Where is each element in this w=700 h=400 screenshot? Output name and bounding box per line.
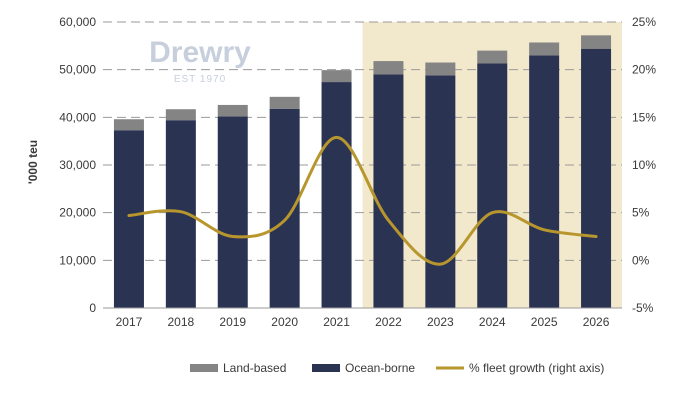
x-tick-label: 2021 (323, 315, 350, 329)
bar-land-based-2026 (581, 35, 612, 49)
y2-tick-label: 25% (632, 15, 656, 29)
x-tick-label: 2020 (271, 315, 298, 329)
drewry-logo-watermark: Drewry EST 1970 (149, 36, 251, 85)
bar-ocean-borne-2023 (425, 75, 456, 309)
x-tick-label: 2023 (427, 315, 454, 329)
y2-tick-label: 15% (632, 110, 656, 124)
axes: 0 -5% 10,000 0% 20,000 5% 30,000 10% 40,000 15% 50… (59, 15, 656, 329)
bar-ocean-borne-2021 (321, 82, 352, 308)
y-tick-label: 50,000 (59, 63, 96, 77)
bar-land-based-2024 (477, 50, 508, 64)
bar-land-based-2019 (217, 104, 248, 117)
y-axis-title: '000 teu (26, 140, 40, 184)
logo-word: Drewry (149, 36, 251, 69)
x-tick-label: 2017 (116, 315, 143, 329)
y2-tick-label: 5% (632, 206, 650, 220)
bar-ocean-borne-2019 (217, 116, 248, 308)
x-tick-label: 2024 (479, 315, 506, 329)
growth-line (127, 135, 598, 266)
y-tick-label: 20,000 (59, 206, 96, 220)
y-tick-label: 0 (89, 301, 96, 315)
bar-ocean-borne-2020 (269, 108, 300, 309)
fleet-growth-line (127, 135, 598, 266)
bar-ocean-borne-2022 (373, 74, 404, 308)
x-tick-label: 2018 (167, 315, 194, 329)
bar-ocean-borne-2024 (477, 63, 508, 308)
bar-ocean-borne-2026 (581, 48, 612, 309)
y2-tick-label: 10% (632, 158, 656, 172)
y-tick-label: 30,000 (59, 158, 96, 172)
legend-label: Ocean-borne (345, 361, 415, 375)
legend-label: % fleet growth (right axis) (469, 361, 604, 375)
y2-tick-label: -5% (632, 301, 654, 315)
x-tick-label: 2019 (219, 315, 246, 329)
x-tick-label: 2025 (531, 315, 558, 329)
y2-tick-label: 20% (632, 63, 656, 77)
y2-tick-label: 0% (632, 253, 650, 267)
legend-swatch-ocean-borne (312, 364, 340, 372)
legend-label: Land-based (223, 361, 286, 375)
bar-land-based-2020 (269, 96, 300, 109)
bar-ocean-borne-2017 (113, 130, 144, 308)
bar-land-based-2017 (113, 119, 144, 131)
x-tick-label: 2026 (583, 315, 610, 329)
y-tick-label: 40,000 (59, 110, 96, 124)
bar-land-based-2018 (165, 109, 196, 121)
y-tick-label: 60,000 (59, 15, 96, 29)
y-tick-label: 10,000 (59, 253, 96, 267)
legend-swatch-land-based (190, 364, 218, 372)
bar-land-based-2021 (321, 70, 352, 83)
bar-land-based-2025 (529, 42, 560, 56)
bar-ocean-borne-2025 (529, 55, 560, 308)
bars (113, 35, 612, 309)
legend: Land-based Ocean-borne % fleet growth (rig… (190, 361, 604, 375)
bar-land-based-2023 (425, 62, 456, 76)
bar-land-based-2022 (373, 61, 404, 75)
logo-sub: EST 1970 (174, 74, 226, 85)
x-tick-label: 2022 (375, 315, 402, 329)
